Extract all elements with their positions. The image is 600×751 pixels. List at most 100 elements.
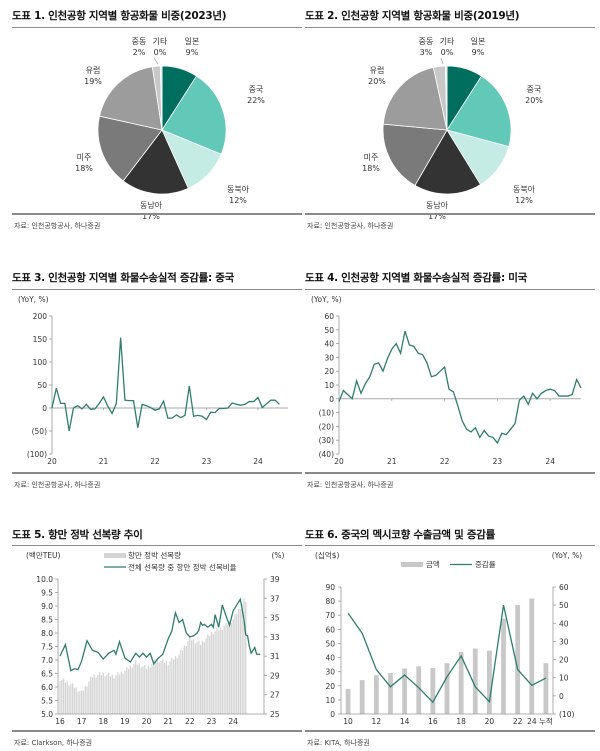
x-tick-label: 18 <box>99 717 109 726</box>
right-y-tick-label: 25 <box>270 710 280 719</box>
berthed-capacity-bar <box>225 622 227 714</box>
pie-slice-8 <box>444 65 448 131</box>
slice-percent: 0% <box>441 48 454 57</box>
figure-3-top-rule <box>12 289 302 290</box>
right-axis-unit-label: (%) <box>272 551 285 560</box>
y-axis-unit-label: (YoY, %) <box>18 295 49 304</box>
left-axis-unit-label: (백만TEU) <box>26 550 61 560</box>
berthed-capacity-bar <box>144 665 146 714</box>
berthed-capacity-bar <box>70 684 72 714</box>
berthed-capacity-bar <box>108 672 110 714</box>
berthed-capacity-bar <box>216 628 218 714</box>
pie-slice-4 <box>122 129 189 195</box>
figure-2-top-rule <box>305 27 595 28</box>
berthed-capacity-bar <box>88 681 90 714</box>
berthed-capacity-bar <box>241 603 243 714</box>
export-amount-bar <box>345 688 351 714</box>
berthed-capacity-bar <box>178 654 180 714</box>
right-y-tick-label: 35 <box>270 614 280 623</box>
right-y-tick-label: 50 <box>559 601 569 610</box>
x-tick-label: 20 <box>334 457 344 466</box>
right-y-tick-label: 39 <box>270 575 280 584</box>
berthed-capacity-bar <box>140 667 142 714</box>
right-y-tick-label: 20 <box>559 656 569 665</box>
left-y-tick-label: 60 <box>325 625 335 634</box>
slice-label: 중국 <box>249 85 264 94</box>
berthed-capacity-bar <box>223 626 225 714</box>
figure-4-panel: 도표 4. 인천공항 지역별 화물수송실적 증감률: 미국 (YoY, %) 60… <box>305 270 595 500</box>
x-tick-label: 22 <box>513 717 523 726</box>
berthed-capacity-bar <box>243 598 245 714</box>
berthed-capacity-bar <box>227 624 229 714</box>
slice-label: 동북아 <box>227 184 250 194</box>
berthed-capacity-bar <box>230 623 232 714</box>
figure-6-source: 자료: KITA, 하나증권 <box>307 739 370 747</box>
figure-5-combo-chart: (백만TEU) (%) 10.0 9.5 9.0 8.5 8.0 7.5 7.0 6.5 6.0 5.… <box>26 550 285 726</box>
slice-percent: 12% <box>229 196 247 205</box>
x-tick-label: 24 <box>545 457 555 466</box>
slice-label: 기타 <box>153 37 168 46</box>
left-y-tick-label: 6.0 <box>41 683 53 692</box>
berthed-capacity-bar <box>189 636 191 714</box>
berthed-capacity-bar <box>109 676 112 714</box>
left-y-tick-label: 5.0 <box>41 710 53 719</box>
berthed-capacity-bar <box>160 660 162 714</box>
left-y-tick-label: 90 <box>325 583 335 592</box>
berthed-capacity-bar <box>201 640 204 714</box>
export-amount-bar <box>373 675 379 714</box>
slice-percent: 18% <box>362 164 380 173</box>
berthed-capacity-bar <box>167 664 169 714</box>
x-tick-label: 20 <box>142 717 152 726</box>
berthed-capacity-bar <box>147 665 150 714</box>
y-tick-label: 0 <box>329 395 334 404</box>
y-tick-label: (20) <box>319 422 334 431</box>
berthed-capacity-bar <box>162 659 164 714</box>
berthed-capacity-bar <box>99 672 101 714</box>
berthed-capacity-bar <box>142 666 144 714</box>
left-y-tick-label: 9.0 <box>41 602 53 611</box>
berthed-capacity-bar <box>86 686 88 714</box>
slice-percent: 19% <box>84 77 102 86</box>
x-tick-label: 12 <box>372 717 382 726</box>
y-tick-label: 60 <box>324 312 334 321</box>
x-tick-label: 20 <box>485 717 495 726</box>
berthed-capacity-bar <box>153 660 155 714</box>
berthed-ratio-line <box>59 597 261 672</box>
berthed-capacity-bar <box>135 660 137 714</box>
slice-label: 일본 <box>471 37 486 46</box>
berthed-capacity-bar <box>104 676 106 714</box>
berthed-capacity-bar <box>115 675 117 714</box>
berthed-capacity-bar <box>171 657 173 714</box>
berthed-capacity-bar <box>106 674 108 714</box>
slice-label: 동남아 <box>426 200 449 210</box>
slice-label: 미주 <box>77 153 92 162</box>
slice-label: 일본 <box>185 37 200 46</box>
berthed-capacity-bar <box>133 664 135 714</box>
berthed-capacity-bar <box>212 634 214 714</box>
slice-label: 유럽 <box>86 66 101 75</box>
berthed-capacity-bar <box>136 664 139 714</box>
figure-1-source: 자료: 인천공항공사, 하나증권 <box>14 222 101 230</box>
left-y-tick-label: 10 <box>325 696 335 705</box>
legend-bar-label: 금액 <box>426 559 440 569</box>
berthed-capacity-bar <box>82 690 85 714</box>
berthed-capacity-bar <box>91 677 94 714</box>
berthed-capacity-bar <box>210 631 213 714</box>
slice-label: 미주 <box>364 153 379 162</box>
figure-6-bottom-rule <box>305 730 595 732</box>
berthed-capacity-bar <box>84 685 86 714</box>
y-tick-label: (100) <box>27 450 47 459</box>
berthed-capacity-bar <box>75 687 77 714</box>
right-y-tick-label: 37 <box>270 594 280 603</box>
berthed-capacity-bar <box>120 671 122 714</box>
slice-percent: 12% <box>515 196 533 205</box>
figure-2-title: 도표 2. 인천공항 지역별 항공화물 비중(2019년) <box>305 10 520 22</box>
berthed-capacity-bar <box>126 667 128 714</box>
left-y-tick-label: 0 <box>330 710 335 719</box>
figure-3-line-chart: (YoY, %) 200 150 100 50 0 (50) (100)20 21 22 23 24 <box>18 295 288 466</box>
left-y-tick-label: 9.5 <box>41 589 53 598</box>
figure-1-panel: 도표 1. 인천공항 지역별 항공화물 비중(2023년) 일본 9% 중국 22% 동… <box>12 8 302 238</box>
figure-5-top-rule <box>12 545 302 546</box>
export-amount-bar <box>416 666 422 714</box>
berthed-capacity-bar <box>214 631 216 714</box>
